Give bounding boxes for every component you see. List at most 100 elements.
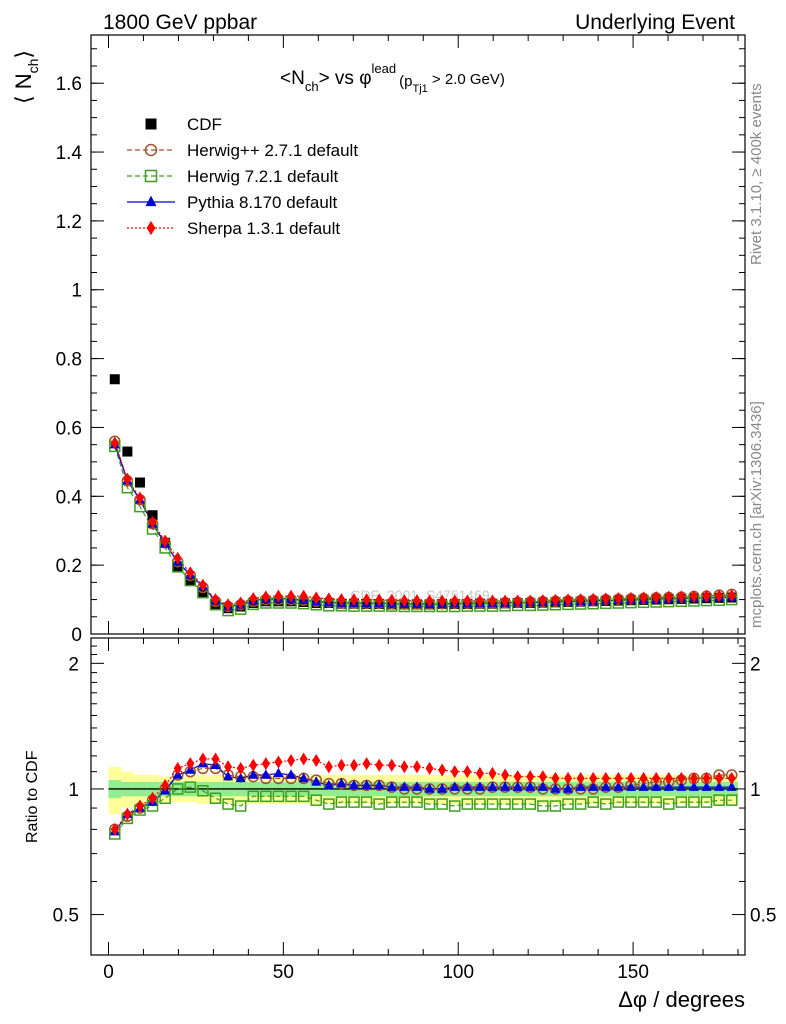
data-point (287, 589, 296, 603)
ratio-data-point (600, 781, 611, 791)
legend-label: Sherpa 1.3.1 default (187, 219, 340, 238)
data-point (186, 566, 195, 580)
ratio-data-point (526, 770, 535, 784)
ratio-data-point (310, 794, 322, 806)
ratio-data-point (236, 761, 245, 775)
ratio-data-point (386, 796, 398, 808)
ratio-data-point (500, 781, 511, 791)
legend-label: Herwig++ 2.7.1 default (187, 141, 358, 160)
data-point (249, 592, 258, 606)
ratio-data-point (148, 791, 157, 805)
ratio-data-point (463, 765, 472, 779)
ratio-data-point (475, 766, 484, 780)
ratio-data-point (312, 753, 321, 767)
data-point (134, 477, 145, 488)
ratio-data-point (588, 781, 599, 791)
ratio-data-point (688, 781, 699, 791)
ratio-data-point (336, 777, 347, 788)
data-point (727, 588, 736, 602)
ratio-data-point (462, 781, 473, 791)
header-left-label: 1800 GeV ppbar (103, 11, 257, 34)
x-tick-label: 0 (103, 962, 114, 983)
data-point (224, 598, 233, 612)
ratio-data-point (574, 798, 587, 810)
ratio-data-point (676, 781, 687, 791)
data-point (601, 592, 610, 606)
ratio-data-point (211, 752, 220, 766)
ratio-data-point (637, 796, 650, 808)
ratio-data-point (361, 779, 372, 790)
data-point (438, 594, 447, 608)
ratio-data-point (727, 771, 736, 785)
ratio-data-point (650, 796, 662, 808)
ratio-y-tick-label: 0.5 (53, 906, 79, 927)
upper-axes-group: 0 0.2 0.4 0.6 0.8 1 1.2 1.4 1.6 (56, 35, 745, 646)
ratio-data-point (702, 771, 711, 785)
ratio-data-point (525, 781, 536, 791)
legend-marker (145, 118, 157, 130)
x-axis-label: Δφ / degrees (618, 987, 745, 1012)
upper-chart-title: <Nch> vs φlead(pTj1 > 2.0 GeV) (280, 61, 505, 95)
ratio-series-line (114, 758, 732, 830)
series-line (114, 444, 732, 608)
ratio-data-point (537, 781, 548, 791)
ratio-data-point (299, 752, 308, 766)
ratio-data-point (337, 758, 346, 772)
ratio-data-point (411, 796, 423, 808)
legend-label: Pythia 8.170 default (187, 193, 338, 212)
legend-marker (146, 220, 156, 236)
ratio-data-point (360, 796, 373, 808)
ratio-data-point (438, 763, 447, 777)
title-sub2: Tj1 (412, 83, 427, 95)
ratio-data-point (487, 781, 498, 791)
ratio-data-point (614, 771, 623, 785)
data-point (337, 593, 346, 607)
ratio-data-point (587, 796, 599, 808)
data-point (475, 594, 484, 608)
ratio-data-point (549, 800, 562, 812)
ratio-data-point (260, 769, 271, 779)
ratio-data-point (537, 800, 549, 812)
ratio-data-point (625, 796, 637, 808)
legend-marker (145, 195, 157, 207)
ratio-data-point (550, 783, 561, 793)
data-point (677, 590, 686, 604)
data-point (501, 594, 510, 608)
ratio-data-point (725, 794, 738, 806)
ratio-data-point (511, 798, 524, 810)
side-text-bottom: mcplots.cern.ch [arXiv:1306.3436] (748, 401, 765, 628)
ratio-data-point (248, 769, 259, 779)
ratio-data-point (663, 781, 674, 791)
ratio-data-point (449, 781, 460, 791)
title-sub1: ch (305, 79, 319, 94)
data-point (161, 534, 170, 548)
ratio-data-point (501, 768, 510, 782)
ratio-data-point (688, 796, 700, 808)
data-point (173, 551, 182, 565)
data-point (576, 593, 585, 607)
data-point (387, 593, 396, 607)
ratio-data-point (323, 798, 335, 810)
data-point (425, 594, 434, 608)
ratio-data-point (600, 798, 612, 810)
ratio-data-point (689, 771, 698, 785)
ratio-data-point (335, 796, 348, 808)
ratio-data-point (135, 799, 144, 813)
series-line (114, 441, 732, 608)
y-tick-label: 1.2 (56, 212, 82, 233)
ratio-data-point (512, 781, 523, 791)
series-line (114, 442, 732, 606)
title-main: <N (280, 68, 305, 89)
ratio-data-point (626, 771, 635, 785)
ylabel-sub: ch (25, 59, 41, 74)
ratio-data-point (400, 760, 409, 774)
data-point (122, 446, 133, 457)
ratio-data-point (171, 783, 184, 795)
ratio-data-point (274, 755, 283, 769)
legend-label: Herwig 7.2.1 default (187, 167, 338, 186)
data-point (110, 436, 119, 450)
data-point (198, 578, 207, 592)
data-point (715, 589, 724, 603)
ylabel-close: ⟩ (11, 50, 36, 59)
data-point (261, 590, 270, 604)
